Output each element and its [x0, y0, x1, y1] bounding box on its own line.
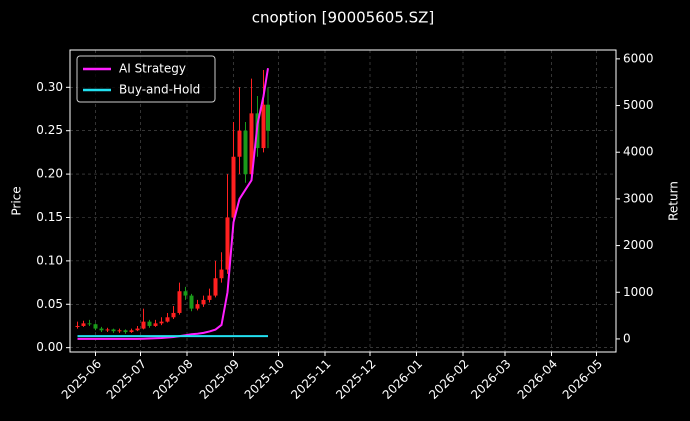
candle-body — [207, 295, 212, 300]
candle-body — [231, 156, 236, 218]
y2-tick-label: 1000 — [623, 285, 654, 299]
x-tick-label: 2025-12 — [333, 357, 378, 402]
candle-body — [153, 323, 158, 326]
candle-body — [81, 323, 86, 326]
y2-tick-label: 5000 — [623, 98, 654, 112]
y-tick-label: 0.25 — [36, 123, 63, 137]
candle-body — [237, 130, 242, 157]
y-tick-label: 0.15 — [36, 210, 63, 224]
candle-body — [243, 130, 248, 175]
candle-body — [147, 321, 152, 326]
x-tick-label: 2026-01 — [380, 357, 425, 402]
plot-frame — [69, 49, 617, 353]
candle-body — [141, 321, 146, 329]
candle-body — [111, 329, 116, 332]
legend-label: Buy-and-Hold — [119, 83, 200, 97]
x-tick-label: 2025-09 — [197, 357, 242, 402]
x-tick-label: 2026-04 — [515, 357, 560, 402]
x-tick-label: 2026-05 — [560, 357, 605, 402]
candle-body — [189, 295, 194, 309]
x-tick-label: 2025-06 — [59, 357, 104, 402]
candle-body — [105, 329, 110, 331]
candle-body — [201, 299, 206, 305]
candle-body — [123, 330, 128, 333]
candle-body — [165, 317, 170, 322]
y-tick-label: 0.00 — [36, 340, 63, 354]
y-tick-label: 0.20 — [36, 167, 63, 181]
candle-body — [261, 104, 266, 149]
x-tick-label: 2025-08 — [150, 357, 195, 402]
candle-body — [266, 104, 270, 131]
legend-label: AI Strategy — [119, 62, 186, 76]
y2-tick-label: 0 — [623, 331, 631, 345]
candle-body — [171, 312, 176, 318]
x-tick-label: 2025-07 — [104, 357, 149, 402]
candle-body — [219, 269, 224, 279]
x-tick-label: 2025-11 — [288, 357, 333, 402]
candle-body — [225, 217, 230, 270]
y-tick-label: 0.05 — [36, 297, 63, 311]
y2-tick-label: 6000 — [623, 51, 654, 65]
candle-body — [195, 304, 200, 309]
legend-box — [76, 55, 216, 103]
y2-tick-label: 3000 — [623, 191, 654, 205]
candle-body — [249, 113, 254, 175]
y-tick-label: 0.10 — [36, 253, 63, 267]
x-tick-label: 2026-03 — [468, 357, 513, 402]
candle-body — [87, 323, 92, 325]
candle-body — [129, 330, 134, 333]
candle-body — [159, 321, 164, 324]
chart-title: cnoption [90005605.SZ] — [252, 9, 435, 27]
candle-body — [99, 328, 104, 331]
y2-tick-label: 2000 — [623, 238, 654, 252]
candle-body — [183, 291, 188, 296]
candle-body — [135, 328, 140, 331]
candle-body — [93, 324, 98, 329]
y-tick-label: 0.30 — [36, 80, 63, 94]
y2-tick-label: 4000 — [623, 145, 654, 159]
x-tick-label: 2025-10 — [242, 357, 287, 402]
candle-body — [213, 278, 218, 296]
candle-body — [117, 330, 122, 332]
y-axis-label: Price — [10, 186, 24, 215]
x-tick-label: 2026-02 — [426, 357, 471, 402]
candle-body — [75, 325, 80, 327]
candle-body — [177, 291, 182, 313]
y2-axis-label: Return — [667, 181, 681, 221]
